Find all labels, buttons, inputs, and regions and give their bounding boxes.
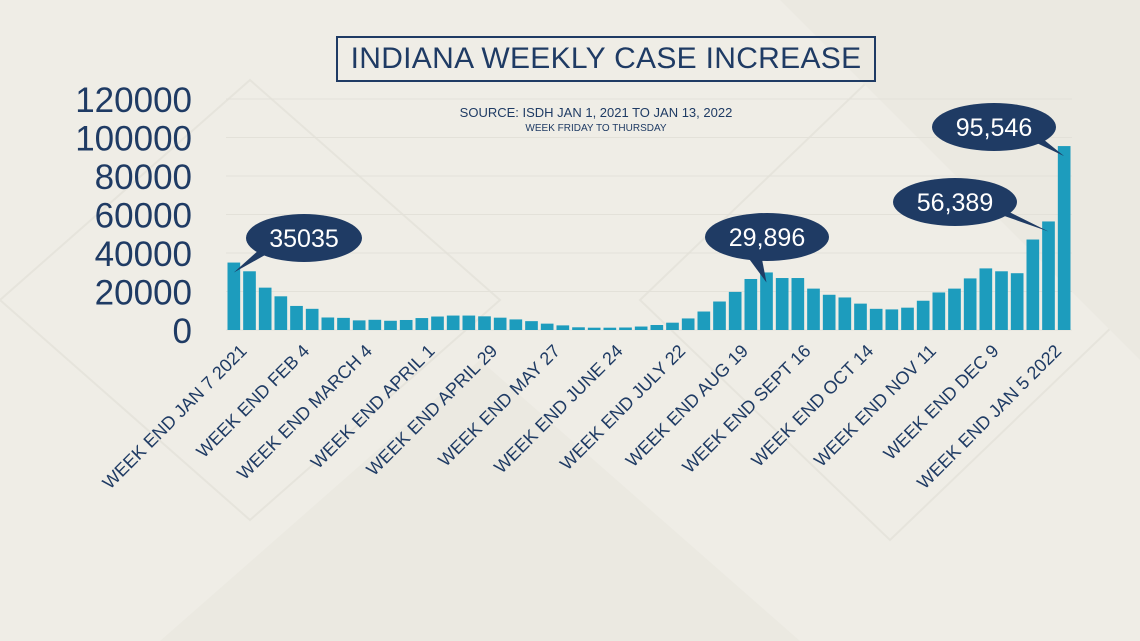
bar <box>290 305 303 330</box>
bar <box>995 271 1008 330</box>
y-tick-label: 20000 <box>95 274 192 313</box>
bar <box>258 287 272 330</box>
bar <box>321 317 335 330</box>
chart-title: INDIANA WEEKLY CASE INCREASE <box>336 36 876 82</box>
bar <box>415 318 429 330</box>
callout-bubble <box>705 213 829 261</box>
bar <box>1042 221 1055 330</box>
x-tick-label: WEEK END FEB 4 <box>192 341 313 462</box>
bar <box>572 327 585 330</box>
bar <box>478 316 491 330</box>
x-tick-label: WEEK END APRIL 1 <box>307 341 439 473</box>
y-tick-label: 80000 <box>95 158 192 197</box>
bar <box>1026 239 1040 330</box>
bar <box>525 321 538 330</box>
bar <box>760 272 773 330</box>
bar <box>744 278 758 330</box>
bar <box>384 320 397 330</box>
y-tick-label: 100000 <box>75 120 192 159</box>
bar <box>399 319 413 330</box>
bar <box>540 323 554 330</box>
x-tick-label: WEEK END MAY 27 <box>434 341 564 471</box>
bar <box>807 288 820 330</box>
callout-pointer <box>964 202 1049 232</box>
bar <box>634 326 648 330</box>
chart-subtitle-note: WEEK FRIDAY TO THURSDAY <box>525 123 667 134</box>
bar <box>916 300 930 330</box>
callout-bubble <box>932 103 1056 151</box>
bar <box>1010 273 1024 330</box>
bar <box>431 316 444 330</box>
bar <box>619 327 632 330</box>
bar <box>650 324 664 330</box>
bar <box>274 296 288 330</box>
x-tick-label: WEEK END NOV 11 <box>810 341 940 471</box>
bar <box>368 319 382 330</box>
y-tick-label: 60000 <box>95 197 192 236</box>
bar <box>462 315 476 330</box>
bar <box>979 268 993 330</box>
bar <box>869 308 883 330</box>
bar <box>227 262 241 330</box>
y-tick-label: 0 <box>173 312 192 351</box>
x-tick-label: WEEK END JULY 22 <box>556 341 689 474</box>
bar <box>838 297 852 330</box>
bar <box>713 301 726 330</box>
bar <box>587 327 601 330</box>
bar <box>791 278 805 330</box>
bar <box>885 309 899 330</box>
bar <box>822 294 836 330</box>
bar <box>352 320 366 330</box>
callout-bubble <box>246 214 362 262</box>
bar <box>603 327 617 330</box>
chart-subtitle: SOURCE: ISDH JAN 1, 2021 TO JAN 13, 2022 <box>459 105 733 120</box>
bar <box>697 311 711 330</box>
x-tick-label: WEEK END OCT 14 <box>747 341 877 471</box>
bar <box>932 292 946 330</box>
data-label: 35035 <box>269 225 339 253</box>
bar <box>681 318 695 330</box>
bar <box>509 319 523 330</box>
data-label: 56,389 <box>917 189 993 217</box>
callout-bubble <box>893 178 1017 226</box>
y-tick-label: 40000 <box>95 235 192 274</box>
bar <box>493 317 507 330</box>
bar <box>775 278 789 330</box>
data-label: 95,546 <box>956 114 1032 142</box>
x-tick-label: WEEK END AUG 19 <box>622 341 752 471</box>
bar <box>948 288 961 330</box>
bar <box>337 317 350 330</box>
bar <box>446 315 460 330</box>
y-tick-label: 120000 <box>75 81 192 120</box>
bar <box>1057 146 1071 330</box>
x-tick-label: WEEK END DEC 9 <box>880 341 1003 464</box>
bar <box>854 303 867 330</box>
bar <box>901 307 914 330</box>
bar <box>243 271 256 330</box>
bar <box>556 325 570 330</box>
bar <box>728 291 742 330</box>
data-label: 29,896 <box>729 224 805 252</box>
bar <box>305 308 319 330</box>
bar <box>963 278 977 330</box>
bar <box>666 322 679 330</box>
